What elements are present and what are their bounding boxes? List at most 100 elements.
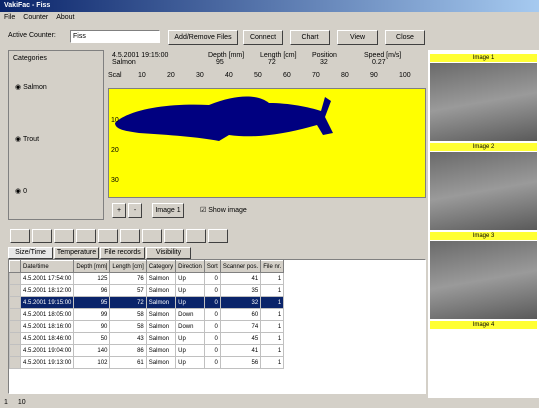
row-header [10, 309, 21, 321]
column-header[interactable]: File nr. [261, 261, 284, 273]
table-cell: 72 [110, 297, 146, 309]
table-cell: Salmon [146, 357, 175, 369]
table-cell: 56 [220, 357, 260, 369]
table-cell: 61 [110, 357, 146, 369]
table-cell: 4.5.2001 18:05:00 [21, 309, 74, 321]
table-cell: Down [176, 309, 205, 321]
nav-button[interactable] [208, 229, 228, 243]
table-cell: 1 [261, 357, 284, 369]
tab[interactable]: File records [100, 247, 145, 259]
table-cell: Down [176, 321, 205, 333]
table-cell: 95 [74, 297, 110, 309]
table-cell: Up [176, 285, 205, 297]
row-header [10, 321, 21, 333]
table-cell: 99 [74, 309, 110, 321]
nav-button[interactable] [164, 229, 184, 243]
radio-dot[interactable]: ◉ [15, 188, 23, 195]
table-cell: 58 [110, 321, 146, 333]
tab[interactable]: Temperature [54, 247, 99, 259]
tab[interactable]: Size/Time [8, 247, 53, 259]
radio-dot[interactable]: ◉ [15, 84, 23, 91]
table-cell: 4.5.2001 18:12:00 [21, 285, 74, 297]
table-cell: Up [176, 273, 205, 285]
table-cell: 1 [261, 333, 284, 345]
status-pane: 10 [18, 399, 26, 406]
categories-title: Categories [13, 55, 47, 62]
table-cell: 0 [204, 345, 220, 357]
table-cell: 4.5.2001 19:15:00 [21, 297, 74, 309]
table-cell: 41 [220, 345, 260, 357]
table-cell: Salmon [146, 333, 175, 345]
table-cell: 4.5.2001 17:54:00 [21, 273, 74, 285]
field-label: Speed [m/s] [364, 52, 401, 59]
nav-button[interactable] [10, 229, 30, 243]
column-header[interactable]: Direction [176, 261, 205, 273]
column-header[interactable]: Scanner pos. [220, 261, 260, 273]
category-radio[interactable]: ◉ Salmon [15, 83, 47, 91]
toolbar-button[interactable]: Connect [243, 30, 283, 45]
x-scale-label: 20 [167, 72, 175, 79]
column-header[interactable]: Sort [204, 261, 220, 273]
app-window: VakiFac - Fiss FileCounterAbout Active C… [0, 0, 539, 408]
nav-button[interactable] [142, 229, 162, 243]
category-label: Salmon [23, 84, 47, 91]
table-cell: 1 [261, 273, 284, 285]
y-scale-label: 30 [111, 177, 119, 184]
column-header[interactable]: Date/time [21, 261, 74, 273]
table-cell: 1 [261, 309, 284, 321]
image-button[interactable]: Image 1 [152, 203, 184, 218]
menu-item[interactable]: File [4, 14, 15, 21]
nav-button[interactable] [120, 229, 140, 243]
nav-button[interactable] [98, 229, 118, 243]
table-cell: 45 [220, 333, 260, 345]
menu-item[interactable]: About [56, 14, 74, 21]
nav-button[interactable] [186, 229, 206, 243]
table-cell: Salmon [146, 297, 175, 309]
column-header[interactable]: Depth [mm] [74, 261, 110, 273]
table-cell: 43 [110, 333, 146, 345]
show-image-checkbox[interactable]: ☑ Show image [200, 206, 247, 216]
x-scale-label: 80 [341, 72, 349, 79]
radio-dot[interactable]: ◉ [15, 136, 23, 143]
counter-combo[interactable]: Fiss [70, 30, 160, 43]
menu-item[interactable]: Counter [23, 14, 48, 21]
table-cell: 4.5.2001 19:04:00 [21, 345, 74, 357]
table-cell: 50 [74, 333, 110, 345]
toolbar-button[interactable]: Close [385, 30, 425, 45]
table-cell: Salmon [146, 309, 175, 321]
table-cell: 1 [261, 321, 284, 333]
zoom-in[interactable]: + [112, 203, 126, 218]
category-radio[interactable]: ◉ 0 [15, 187, 27, 195]
nav-button[interactable] [54, 229, 74, 243]
table-cell: 35 [220, 285, 260, 297]
table-cell: Up [176, 357, 205, 369]
row-header [10, 273, 21, 285]
nav-button[interactable] [76, 229, 96, 243]
row-header [10, 297, 21, 309]
camera-image [430, 63, 537, 141]
tab[interactable]: Visibility [146, 247, 191, 259]
toolbar-button[interactable]: Add/Remove Files [168, 30, 238, 45]
nav-button[interactable] [32, 229, 52, 243]
table-cell: 140 [74, 345, 110, 357]
zoom-out[interactable]: - [128, 203, 142, 218]
toolbar-button[interactable]: Chart [290, 30, 330, 45]
column-header[interactable]: Length [cm] [110, 261, 146, 273]
category-radio[interactable]: ◉ Trout [15, 135, 39, 143]
table-cell: 0 [204, 309, 220, 321]
table-cell: Salmon [146, 273, 175, 285]
column-header[interactable]: Category [146, 261, 175, 273]
toolbar-button[interactable]: View [337, 30, 378, 45]
